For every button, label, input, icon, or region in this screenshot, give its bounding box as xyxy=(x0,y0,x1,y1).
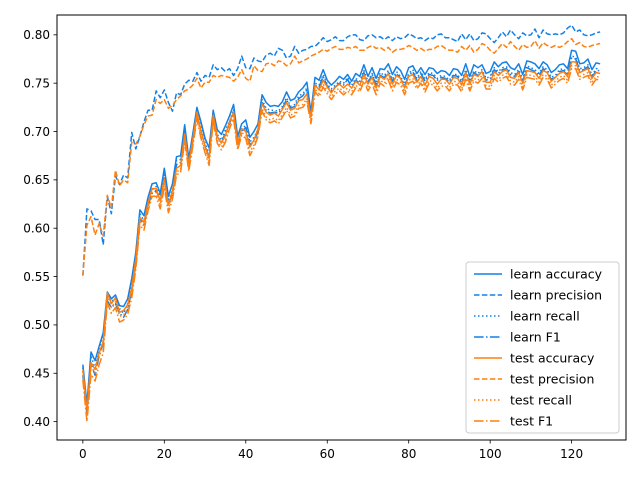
series-line-test-recall xyxy=(82,65,601,414)
x-tick-label: 80 xyxy=(401,447,416,461)
legend: learn accuracy learn precision learn recal… xyxy=(465,261,620,434)
legend-label-test-f1: test F1 xyxy=(510,414,553,429)
x-axis: 0 20 40 60 80 100 120 xyxy=(79,440,583,461)
y-tick-label: 0.40 xyxy=(23,415,50,429)
legend-label-learn-accuracy: learn accuracy xyxy=(510,267,603,282)
y-tick-label: 0.70 xyxy=(23,125,50,139)
legend-label-learn-recall: learn recall xyxy=(510,309,580,324)
x-tick-label: 0 xyxy=(79,447,87,461)
x-tick-label: 20 xyxy=(157,447,172,461)
x-tick-label: 40 xyxy=(238,447,253,461)
legend-label-learn-precision: learn precision xyxy=(510,288,602,303)
y-axis: 0.40 0.45 0.50 0.55 0.60 0.65 0.70 0.75 0.80 xyxy=(23,28,57,429)
x-tick-label: 120 xyxy=(560,447,583,461)
series-line-learn-precision xyxy=(82,24,601,276)
legend-box xyxy=(465,261,620,434)
legend-label-test-accuracy: test accuracy xyxy=(510,351,595,366)
plot-lines xyxy=(82,24,601,423)
x-tick-label: 60 xyxy=(320,447,335,461)
y-tick-label: 0.45 xyxy=(23,367,50,381)
y-tick-label: 0.80 xyxy=(23,28,50,42)
y-tick-label: 0.60 xyxy=(23,222,50,236)
series-line-test-accuracy xyxy=(82,61,601,411)
series-line-learn-accuracy xyxy=(82,49,601,405)
x-tick-label: 100 xyxy=(479,447,502,461)
plot-frame xyxy=(56,14,627,441)
series-line-learn-recall xyxy=(82,55,601,408)
y-tick-label: 0.65 xyxy=(23,173,50,187)
legend-label-learn-f1: learn F1 xyxy=(510,330,561,345)
series-line-test-f1 xyxy=(82,67,601,423)
legend-label-test-precision: test precision xyxy=(510,372,594,387)
y-tick-label: 0.50 xyxy=(23,318,50,332)
y-tick-label: 0.55 xyxy=(23,270,50,284)
legend-label-test-recall: test recall xyxy=(510,393,572,408)
series-line-test-precision xyxy=(82,37,601,276)
y-tick-label: 0.75 xyxy=(23,76,50,90)
